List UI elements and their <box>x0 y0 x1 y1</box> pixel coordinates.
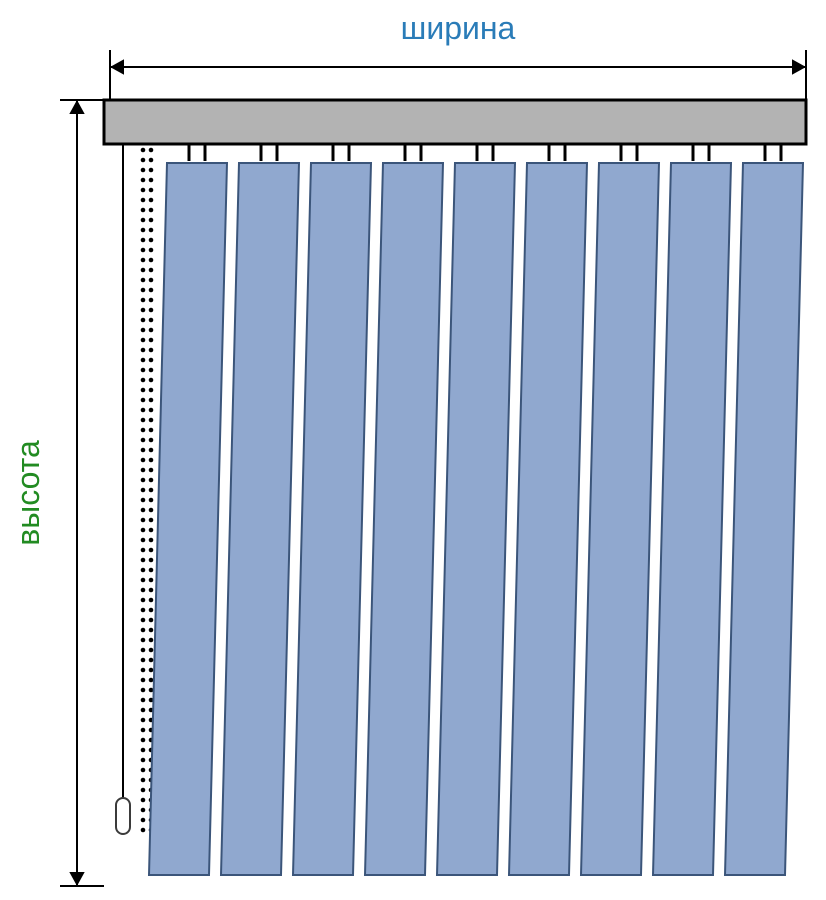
blind-slat <box>149 163 227 875</box>
blind-slat <box>293 163 371 875</box>
blind-slat <box>221 163 299 875</box>
blind-slat <box>581 163 659 875</box>
cord-handle <box>116 798 130 834</box>
slat-hanger <box>261 144 277 161</box>
slat-hanger <box>765 144 781 161</box>
controls-group <box>116 144 153 834</box>
slat-hanger <box>405 144 421 161</box>
width-dimension: ширина <box>110 10 806 100</box>
slat-hanger <box>621 144 637 161</box>
width-label: ширина <box>401 10 516 46</box>
blind-slat <box>653 163 731 875</box>
slats-group <box>149 144 803 875</box>
blind-slat <box>437 163 515 875</box>
slat-hanger <box>477 144 493 161</box>
slat-hanger <box>189 144 205 161</box>
height-dimension: высота <box>10 100 104 886</box>
blind-slat <box>725 163 803 875</box>
bead-chain <box>141 148 154 833</box>
slat-hanger <box>333 144 349 161</box>
blind-slat <box>509 163 587 875</box>
height-label: высота <box>10 440 46 546</box>
slat-hanger <box>693 144 709 161</box>
slat-hanger <box>549 144 565 161</box>
headrail <box>104 100 806 144</box>
blind-slat <box>365 163 443 875</box>
